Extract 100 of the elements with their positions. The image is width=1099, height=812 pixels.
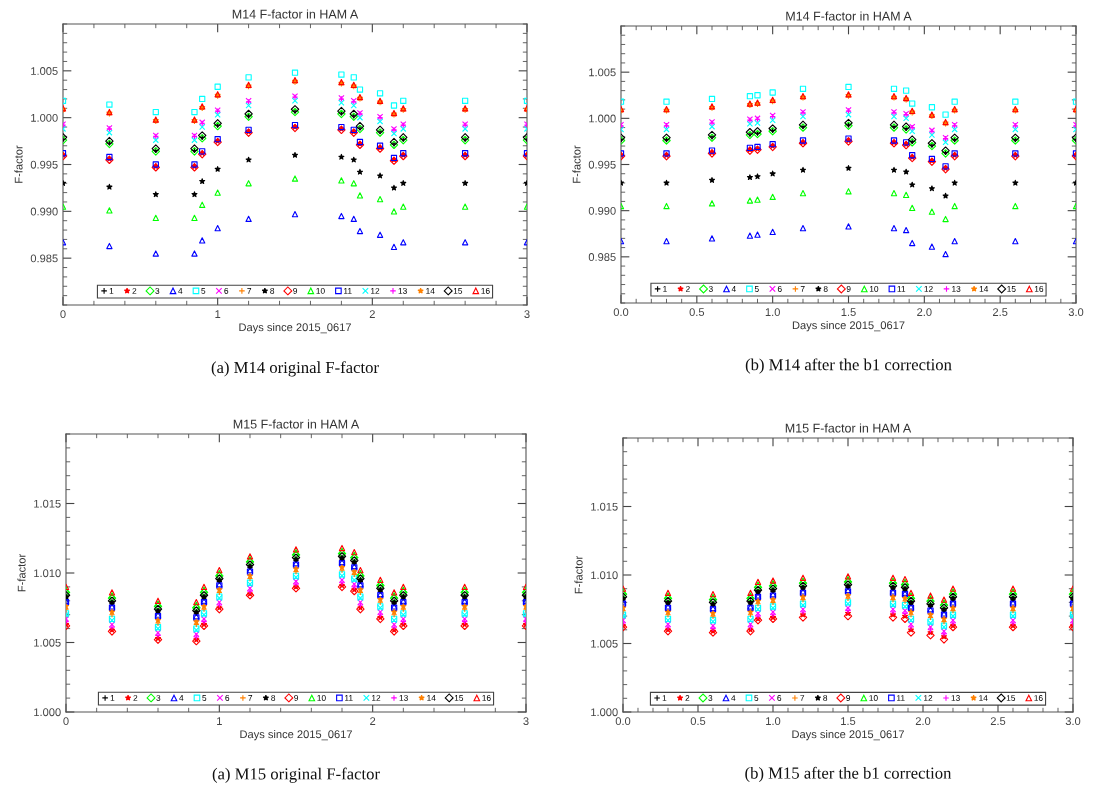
y-axis-title: F-factor bbox=[572, 145, 581, 183]
legend-label: 8 bbox=[823, 286, 828, 292]
legend-label: 1 bbox=[110, 695, 115, 701]
x-tick-label: 1 bbox=[217, 717, 222, 725]
chart-title: M14 F-factor in HAM A bbox=[232, 9, 359, 19]
legend-label: 12 bbox=[924, 286, 933, 292]
x-axis-title: Days since 2015_0617 bbox=[239, 323, 351, 334]
legend-label: 11 bbox=[344, 288, 352, 294]
legend-label: 8 bbox=[271, 695, 276, 701]
legend-label: 4 bbox=[179, 695, 184, 701]
x-tick-label: 0.0 bbox=[613, 308, 629, 317]
legend-label: 7 bbox=[248, 695, 253, 701]
legend-label: 12 bbox=[372, 695, 381, 701]
x-tick-label: 1.0 bbox=[766, 717, 781, 726]
x-tick-label: 2.0 bbox=[917, 308, 932, 317]
legend-label: 3 bbox=[708, 286, 713, 292]
legend-label: 5 bbox=[201, 288, 206, 294]
legend-label: 14 bbox=[427, 695, 436, 701]
y-tick-label: 1.015 bbox=[591, 502, 618, 511]
legend-label: 2 bbox=[133, 695, 138, 701]
legend-label: 9 bbox=[294, 695, 299, 701]
legend-label: 1 bbox=[109, 288, 114, 294]
legend-label: 8 bbox=[823, 695, 828, 701]
y-axis-title: F-factor bbox=[14, 145, 23, 183]
x-tick-label: 3.0 bbox=[1065, 717, 1081, 726]
legend-label: 12 bbox=[924, 695, 933, 701]
legend-label: 11 bbox=[897, 695, 905, 701]
legend-label: 16 bbox=[1034, 695, 1043, 701]
chart-title: M15 F-factor in HAM A bbox=[785, 423, 912, 433]
y-tick-label: 1.005 bbox=[591, 639, 618, 648]
x-tick-label: 2 bbox=[370, 717, 376, 725]
x-tick-label: 1 bbox=[215, 310, 221, 318]
y-tick-label: 1.000 bbox=[591, 708, 618, 717]
legend-label: 1 bbox=[662, 695, 667, 701]
legend-label: 14 bbox=[426, 288, 435, 294]
legend-label: 4 bbox=[731, 695, 736, 701]
text: (a) M14 original F-factor bbox=[211, 361, 379, 377]
legend-label: 5 bbox=[754, 695, 759, 701]
y-tick-label: 1.000 bbox=[34, 708, 61, 717]
legend-label: 11 bbox=[345, 695, 353, 701]
legend-label: 15 bbox=[453, 288, 463, 294]
x-tick-label: 1.0 bbox=[765, 308, 780, 317]
legend-label: 13 bbox=[952, 286, 961, 292]
x-tick-label: 3 bbox=[524, 310, 530, 319]
legend-label: 3 bbox=[708, 695, 713, 701]
legend-label: 16 bbox=[482, 695, 491, 701]
text: (b) M15 after the b1 correction bbox=[745, 766, 952, 783]
legend-label: 10 bbox=[869, 695, 878, 701]
y-tick-label: 1.015 bbox=[34, 499, 61, 508]
x-tick-label: 0 bbox=[63, 717, 69, 726]
x-axis-title: Days since 2015_0617 bbox=[792, 321, 905, 332]
legend-label: 1 bbox=[663, 286, 667, 292]
legend-label: 11 bbox=[897, 286, 906, 292]
chart-title: M14 F-factor in HAM A bbox=[786, 11, 912, 21]
y-axis-title: F-factor bbox=[17, 554, 26, 592]
x-tick-label: 2.5 bbox=[990, 717, 1006, 726]
legend-label: 3 bbox=[155, 287, 160, 294]
legend-label: 5 bbox=[202, 695, 207, 701]
legend-label: 16 bbox=[1034, 286, 1044, 292]
y-tick-label: 1.010 bbox=[591, 571, 618, 580]
y-tick-label: 1.010 bbox=[34, 569, 61, 578]
y-tick-label: 1.005 bbox=[34, 638, 61, 647]
legend-label: 6 bbox=[224, 287, 229, 294]
legend-label: 8 bbox=[270, 287, 275, 294]
legend-label: 10 bbox=[869, 286, 879, 292]
x-tick-label: 3.0 bbox=[1068, 308, 1084, 317]
legend-label: 5 bbox=[754, 286, 759, 292]
legend-label: 13 bbox=[398, 287, 407, 294]
text: (b) M14 after the b1 correction bbox=[745, 358, 952, 374]
legend-label: 9 bbox=[846, 695, 851, 701]
x-tick-label: 0.0 bbox=[615, 717, 631, 726]
legend-label: 4 bbox=[731, 286, 736, 292]
legend-label: 9 bbox=[846, 286, 851, 292]
legend-label: 7 bbox=[800, 695, 805, 701]
x-tick-label: 1.5 bbox=[841, 717, 856, 726]
x-tick-label: 0 bbox=[60, 310, 66, 319]
legend-label: 14 bbox=[979, 286, 989, 292]
x-tick-label: 2.0 bbox=[915, 717, 931, 726]
legend-label: 15 bbox=[1006, 695, 1016, 701]
legend-label: 7 bbox=[800, 286, 805, 292]
chart-title: M15 F-factor in HAM A bbox=[233, 419, 360, 429]
y-tick-label: 0.990 bbox=[588, 206, 616, 215]
x-axis-title: Days since 2015_0617 bbox=[240, 730, 352, 741]
legend-label: 4 bbox=[178, 288, 183, 294]
legend-label: 2 bbox=[685, 695, 690, 701]
x-tick-label: 3 bbox=[523, 717, 529, 726]
y-tick-label: 1.005 bbox=[31, 67, 58, 75]
legend-label: 6 bbox=[225, 695, 230, 701]
legend-label: 15 bbox=[454, 695, 464, 701]
y-axis-title: F-factor bbox=[574, 556, 583, 594]
legend-label: 12 bbox=[371, 287, 380, 294]
legend-label: 2 bbox=[132, 287, 137, 294]
y-tick-label: 1.000 bbox=[31, 113, 58, 122]
x-tick-label: 0.5 bbox=[689, 308, 705, 317]
legend-label: 10 bbox=[316, 287, 325, 294]
legend-label: 6 bbox=[777, 695, 782, 701]
legend-label: 9 bbox=[293, 287, 298, 294]
y-tick-label: 1.005 bbox=[589, 68, 616, 77]
x-tick-label: 2.5 bbox=[993, 308, 1008, 317]
legend-label: 3 bbox=[156, 695, 161, 701]
